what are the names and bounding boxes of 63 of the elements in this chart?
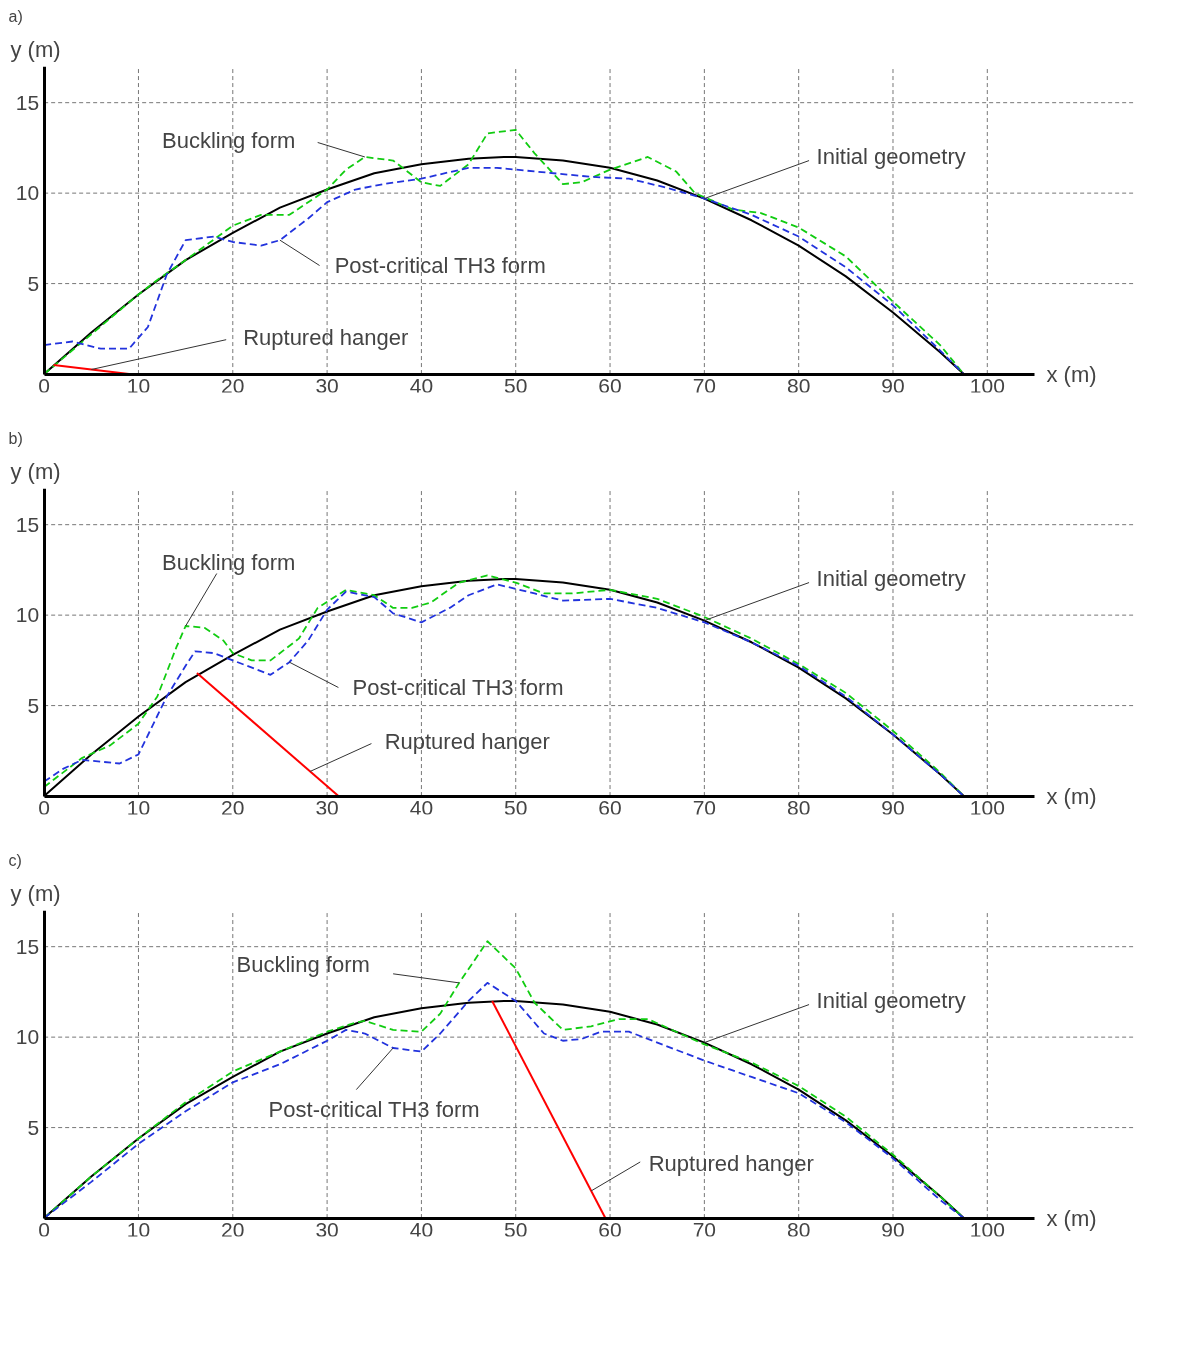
x-tick-label: 80 [787,374,811,398]
x-tick-label: 50 [504,1218,528,1242]
x-tick-label: 70 [692,1218,717,1242]
y-tick-label: 15 [15,934,40,958]
x-tick-label: 20 [221,796,245,820]
y-axis-title: y (m) [10,458,61,484]
annotation: Post-critical TH3 form [334,253,546,278]
chart-title: c) [8,851,22,869]
chart-title: a) [8,7,23,25]
y-tick-label: 5 [27,693,40,717]
y-tick-label: 15 [15,90,40,114]
y-axis-title: y (m) [10,36,61,62]
x-tick-label: 90 [881,796,905,820]
x-tick-label: 50 [504,796,528,820]
y-tick-label: 5 [27,1115,40,1139]
x-tick-label: 60 [598,1218,622,1242]
annotation: Initial geometry [816,988,966,1014]
x-tick-label: 20 [221,374,245,398]
x-tick-label: 70 [692,374,717,398]
y-axis-title: y (m) [10,880,61,906]
annotation: Buckling form [162,128,296,154]
y-tick-label: 10 [15,1025,40,1049]
x-tick-label: 10 [126,374,151,398]
x-tick-label: 90 [881,1218,905,1242]
annotation: Buckling form [236,952,370,978]
x-tick-label: 30 [315,796,339,820]
x-tick-label: 90 [881,374,905,398]
x-tick-label: 100 [969,1218,1005,1242]
x-tick-label: 80 [787,796,811,820]
y-tick-label: 15 [15,512,40,536]
y-tick-label: 5 [27,271,40,295]
x-axis-title: x (m) [1046,1205,1097,1231]
x-tick-label: 20 [221,1218,245,1242]
x-tick-label: 30 [315,374,339,398]
x-tick-label: 100 [969,796,1005,820]
x-tick-label: 40 [409,796,434,820]
x-tick-label: 40 [409,374,434,398]
x-axis-title: x (m) [1046,783,1097,809]
y-tick-label: 10 [15,181,40,205]
annotation: Initial geometry [816,144,966,170]
x-tick-label: 0 [38,374,50,398]
annotation: Post-critical TH3 form [268,1097,480,1122]
x-axis-title: x (m) [1046,361,1097,387]
annotation: Ruptured hanger [384,729,550,755]
x-tick-label: 10 [126,796,151,820]
x-tick-label: 60 [598,374,622,398]
x-tick-label: 0 [38,1218,50,1242]
y-tick-label: 10 [15,603,40,627]
x-tick-label: 40 [409,1218,434,1242]
x-tick-label: 30 [315,1218,339,1242]
annotation: Buckling form [162,550,296,576]
annotation: Initial geometry [816,566,966,592]
x-tick-label: 80 [787,1218,811,1242]
x-tick-label: 60 [598,796,622,820]
chart-title: b) [8,429,23,447]
annotation: Post-critical TH3 form [352,675,564,700]
x-tick-label: 50 [504,374,528,398]
x-tick-label: 100 [969,374,1005,398]
annotation: Ruptured hanger [648,1151,814,1177]
x-tick-label: 0 [38,796,50,820]
x-tick-label: 70 [692,796,717,820]
x-tick-label: 10 [126,1218,151,1242]
annotation: Ruptured hanger [243,325,409,351]
